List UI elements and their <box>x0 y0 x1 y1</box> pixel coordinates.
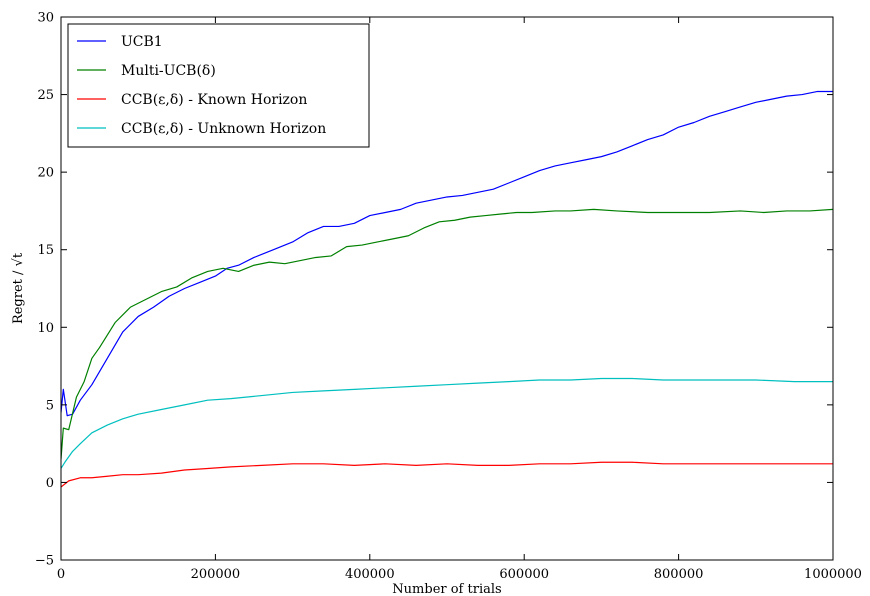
x-tick-label: 600000 <box>499 567 549 582</box>
plot-area-frame <box>60 16 834 561</box>
series-line-4 <box>61 377 833 469</box>
y-tick-label: 10 <box>37 321 54 336</box>
x-tick-label: 800000 <box>654 567 704 582</box>
legend-label: CCB(ε,δ) - Unknown Horizon <box>121 121 326 137</box>
x-tick-label: 1000000 <box>804 567 862 582</box>
x-tick-label: 400000 <box>345 567 395 582</box>
series-line-2 <box>61 208 833 460</box>
series-line-3 <box>61 461 833 488</box>
x-tick-label: 200000 <box>191 567 241 582</box>
y-tick-label: 25 <box>37 88 54 103</box>
legend-label: UCB1 <box>121 34 163 50</box>
x-axis-label: Number of trials <box>392 582 501 596</box>
y-tick-label: 30 <box>37 11 54 26</box>
y-tick-label: 15 <box>37 243 54 258</box>
legend-box <box>67 23 370 148</box>
axis-ticks: 0 200000 400000 600000 800000 1000000−5051015… <box>35 11 862 583</box>
legend: UCB1 Multi-UCB(δ) CCB(ε,δ) - Known Horizon… <box>67 23 370 148</box>
y-tick-label: −5 <box>35 554 54 569</box>
y-tick-label: 0 <box>46 476 54 491</box>
legend-label: CCB(ε,δ) - Known Horizon <box>121 92 307 108</box>
series-line-1 <box>61 90 833 417</box>
y-axis-label: Regret / √t <box>11 252 26 324</box>
series-layer <box>61 90 833 488</box>
x-tick-label: 0 <box>57 567 65 582</box>
y-tick-label: 20 <box>37 166 54 181</box>
y-tick-label: 5 <box>46 398 54 413</box>
legend-label: Multi-UCB(δ) <box>121 63 216 79</box>
